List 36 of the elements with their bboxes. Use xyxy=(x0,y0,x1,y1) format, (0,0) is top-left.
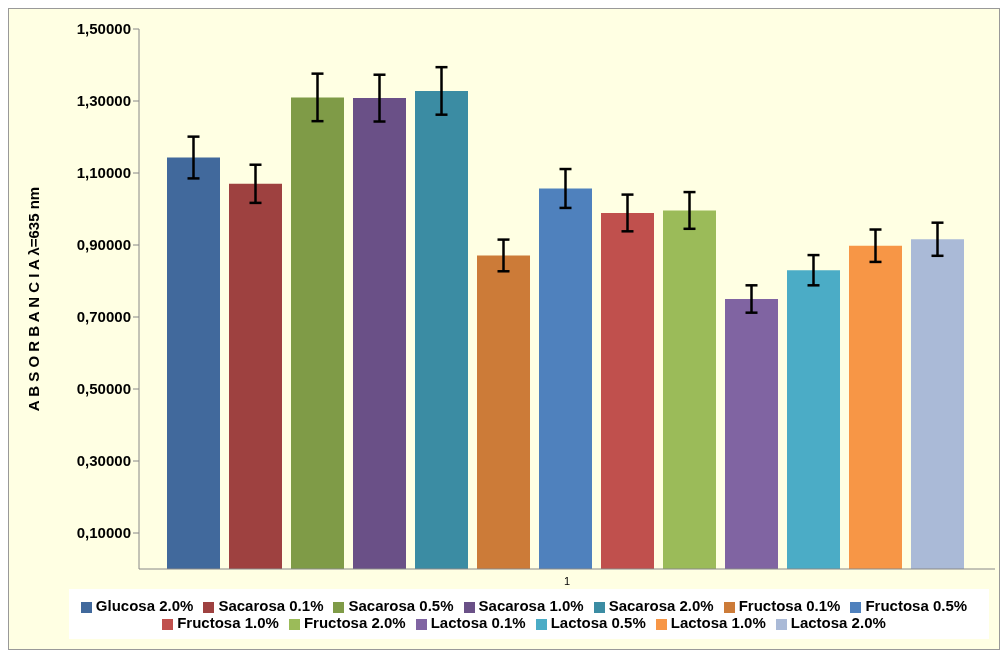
x-tick-label: 1 xyxy=(563,574,571,587)
bar xyxy=(787,270,840,569)
legend-label: Sacarosa 2.0% xyxy=(608,597,714,614)
bar xyxy=(539,188,592,569)
legend-label: Lactosa 1.0% xyxy=(670,614,766,631)
y-axis-title: A B S O R B A N C I A λ=635 nm xyxy=(25,186,43,412)
y-tick-label: 0,90000 xyxy=(76,236,131,254)
legend-label: Lactosa 0.5% xyxy=(550,614,646,631)
y-tick-label: 0,70000 xyxy=(76,308,131,326)
legend-label: Sacarosa 1.0% xyxy=(478,597,584,614)
legend-label: Sacarosa 0.5% xyxy=(348,597,454,614)
bar xyxy=(911,239,964,569)
y-tick-label: 1,30000 xyxy=(76,92,131,110)
bar xyxy=(663,210,716,569)
bar xyxy=(167,157,220,569)
y-tick-label: 0,30000 xyxy=(76,452,131,470)
legend-label: Lactosa 0.1% xyxy=(430,614,526,631)
legend-label: Glucosa 2.0% xyxy=(95,597,194,614)
bar xyxy=(291,97,344,569)
bar xyxy=(353,98,406,569)
legend-label: Fructosa 0.5% xyxy=(865,597,968,614)
bar xyxy=(725,299,778,569)
bar xyxy=(229,183,282,569)
y-tick-label: 1,10000 xyxy=(76,164,131,182)
bar xyxy=(415,90,468,569)
legend-label: Fructosa 2.0% xyxy=(303,614,406,631)
bar xyxy=(849,245,902,569)
y-tick-label: 0,10000 xyxy=(76,524,131,542)
legend-label: Fructosa 1.0% xyxy=(177,614,279,631)
legend-label: Lactosa 2.0% xyxy=(790,614,886,631)
bar xyxy=(601,212,654,569)
y-tick-label: 1,50000 xyxy=(76,20,131,38)
y-tick-label: 0,50000 xyxy=(76,380,131,398)
legend-label: Sacarosa 0.1% xyxy=(218,597,324,614)
legend-label: Fructosa 0.1% xyxy=(738,597,841,614)
bar xyxy=(477,255,530,569)
